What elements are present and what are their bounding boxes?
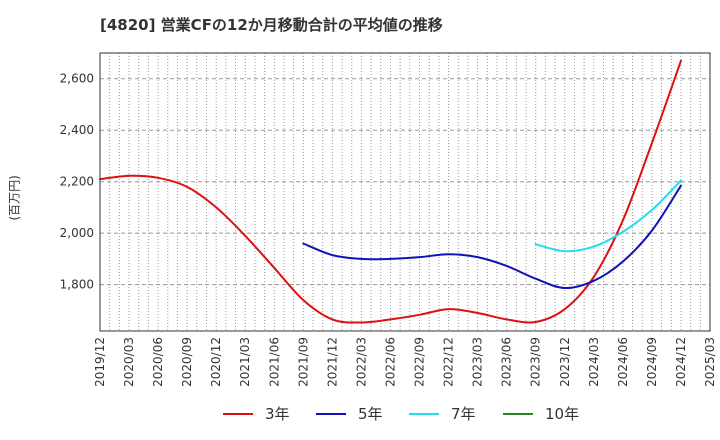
series-layer	[99, 59, 682, 324]
x-tick-label: 2023/12	[558, 337, 572, 387]
x-tick-label: 2022/03	[354, 337, 368, 387]
x-tick-label: 2021/09	[296, 337, 310, 387]
series-line-3	[534, 179, 682, 253]
y-tick-label: 2,000	[60, 226, 94, 240]
y-tick-label: 2,400	[60, 123, 94, 137]
x-tick-label: 2023/03	[471, 337, 485, 387]
series-line-1	[99, 59, 682, 324]
x-tick-label: 2024/03	[587, 337, 601, 387]
x-tick-label: 2019/12	[93, 337, 107, 387]
x-tick-label: 2021/03	[238, 337, 252, 387]
x-tick-label: 2022/12	[442, 337, 456, 387]
legend-label: 10年	[545, 405, 579, 423]
x-tick-label: 2022/06	[383, 337, 397, 387]
y-tick-label: 2,200	[60, 175, 94, 189]
plot-background	[100, 53, 710, 331]
x-tick-label: 2024/06	[616, 337, 630, 387]
y-tick-labels: 1,800 2,000 2,200 2,400 2,600	[60, 72, 94, 292]
y-tick-label: 2,600	[60, 72, 94, 86]
legend-label: 3年	[265, 405, 290, 423]
x-tick-label: 2020/06	[151, 337, 165, 387]
x-tick-label: 2025/03	[703, 337, 717, 387]
series-line-2	[302, 184, 682, 290]
chart-title: [4820] 営業CFの12か月移動合計の平均値の推移	[100, 16, 443, 34]
x-tick-label: 2023/09	[529, 337, 543, 387]
legend-label: 7年	[451, 405, 476, 423]
x-tick-label: 2024/12	[674, 337, 688, 387]
x-tick-label: 2024/09	[645, 337, 659, 387]
x-tick-label: 2020/12	[209, 337, 223, 387]
x-tick-label: 2020/03	[122, 337, 136, 387]
x-tick-label: 2023/06	[500, 337, 514, 387]
legend-label: 5年	[358, 405, 383, 423]
x-tick-labels: 2019/12 2020/03 2020/06 2020/09 2020/12 2021/…	[93, 337, 717, 387]
y-tick-label: 1,800	[60, 278, 94, 292]
grid-lines	[100, 53, 710, 331]
x-tick-label: 2021/06	[267, 337, 281, 387]
x-tick-label: 2021/12	[325, 337, 339, 387]
x-tick-label: 2022/09	[413, 337, 427, 387]
legend: 3年 5年 7年 10年	[223, 405, 579, 423]
plot-frame	[99, 52, 711, 332]
x-tick-label: 2020/09	[180, 337, 194, 387]
